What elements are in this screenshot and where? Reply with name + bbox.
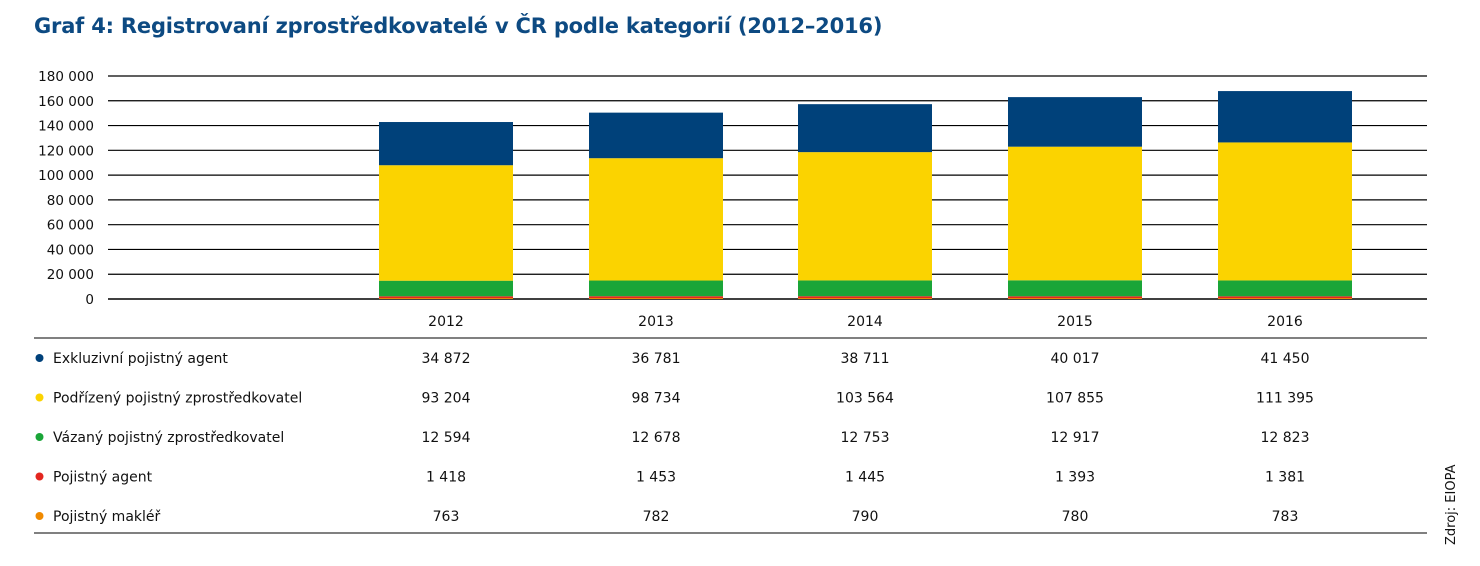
data-label-3-2: 1 445 [845, 470, 885, 486]
bar-2016-series-2 [1218, 280, 1352, 297]
data-label-1-4: 111 395 [1256, 391, 1314, 407]
bar-2013-series-3 [589, 296, 723, 299]
y-tick-label-1: 20 000 [47, 267, 94, 283]
bar-2016-series-1 [1218, 142, 1352, 281]
data-label-4-0: 763 [433, 509, 460, 525]
y-tick-label-8: 160 000 [38, 94, 94, 110]
data-label-2-4: 12 823 [1261, 430, 1310, 446]
data-label-3-4: 1 381 [1265, 470, 1305, 486]
data-label-3-0: 1 418 [426, 470, 466, 486]
y-tick-label-2: 40 000 [47, 242, 94, 258]
data-label-1-2: 103 564 [836, 391, 894, 407]
bar-2012-series-2 [379, 280, 513, 297]
bar-2014-series-2 [798, 280, 932, 297]
legend-marker-2 [35, 433, 44, 441]
chart-title: Graf 4: Registrovaní zprostředkovatelé v… [34, 14, 883, 38]
bar-2016-series-4 [1218, 298, 1352, 299]
y-tick-label-7: 140 000 [38, 119, 94, 135]
data-label-4-4: 783 [1272, 509, 1299, 525]
legend-label-4: Pojistný makléř [53, 509, 161, 525]
legend-label-2: Vázaný pojistný zprostředkovatel [53, 430, 284, 446]
bar-2014-series-3 [798, 296, 932, 299]
bar-2015-series-0 [1008, 97, 1142, 147]
data-label-1-3: 107 855 [1046, 391, 1104, 407]
data-label-4-2: 790 [852, 509, 879, 525]
bar-2014-series-1 [798, 152, 932, 281]
bar-2013-series-2 [589, 280, 723, 297]
bar-2015-series-1 [1008, 146, 1142, 281]
bar-2015-series-2 [1008, 280, 1142, 297]
x-tick-label-2013: 2013 [638, 314, 674, 330]
source-note: Zdroj: EIOPA [1444, 464, 1459, 545]
y-tick-label-3: 60 000 [47, 218, 94, 234]
x-tick-label-2016: 2016 [1267, 314, 1303, 330]
legend-label-3: Pojistný agent [53, 470, 153, 486]
bar-2014-series-0 [798, 104, 932, 153]
x-tick-label-2014: 2014 [847, 314, 883, 330]
data-label-0-2: 38 711 [841, 351, 890, 367]
bar-2013-series-4 [589, 298, 723, 299]
y-tick-label-6: 120 000 [38, 143, 94, 159]
data-label-4-1: 782 [643, 509, 670, 525]
legend-marker-4 [35, 512, 44, 520]
y-tick-label-0: 0 [85, 292, 94, 308]
bar-2016-series-3 [1218, 296, 1352, 299]
data-label-2-3: 12 917 [1051, 430, 1100, 446]
bar-2015-series-3 [1008, 296, 1142, 299]
x-tick-label-2012: 2012 [428, 314, 464, 330]
bar-2016-series-0 [1218, 91, 1352, 143]
data-label-2-2: 12 753 [841, 430, 890, 446]
data-label-0-1: 36 781 [632, 351, 681, 367]
bar-2014-series-4 [798, 298, 932, 299]
legend-marker-1 [35, 393, 44, 402]
data-label-0-0: 34 872 [422, 351, 471, 367]
bar-2012-series-4 [379, 298, 513, 299]
data-label-3-1: 1 453 [636, 470, 676, 486]
bar-2015-series-4 [1008, 298, 1142, 299]
bar-2012-series-0 [379, 122, 513, 166]
data-label-2-0: 12 594 [422, 430, 471, 446]
bar-2012-series-1 [379, 165, 513, 281]
x-tick-label-2015: 2015 [1057, 314, 1093, 330]
legend-marker-3 [35, 472, 44, 481]
y-tick-label-5: 100 000 [38, 168, 94, 184]
data-label-3-3: 1 393 [1055, 470, 1095, 486]
bar-2013-series-0 [589, 112, 723, 159]
legend-label-1: Podřízený pojistný zprostředkovatel [53, 391, 302, 407]
data-label-0-3: 40 017 [1051, 351, 1100, 367]
y-tick-label-9: 180 000 [38, 69, 94, 85]
bar-2012-series-3 [379, 296, 513, 299]
data-label-2-1: 12 678 [632, 430, 681, 446]
data-label-0-4: 41 450 [1261, 351, 1310, 367]
y-tick-label-4: 80 000 [47, 193, 94, 209]
bar-2013-series-1 [589, 158, 723, 281]
legend-marker-0 [35, 354, 44, 362]
data-label-1-1: 98 734 [632, 391, 681, 407]
data-label-4-3: 780 [1062, 509, 1089, 525]
data-label-1-0: 93 204 [422, 391, 471, 407]
legend-label-0: Exkluzivní pojistný agent [53, 351, 228, 367]
